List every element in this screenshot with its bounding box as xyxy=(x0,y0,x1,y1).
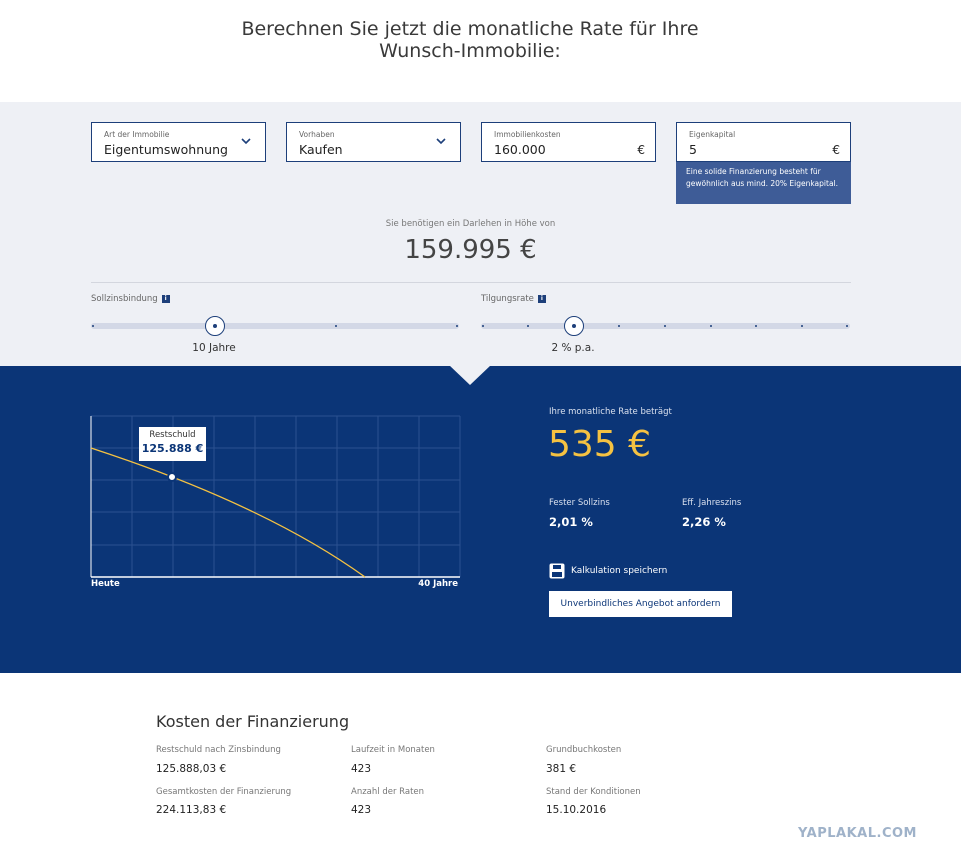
cost-value: 381 € xyxy=(546,763,577,775)
field-label: Immobilienkosten xyxy=(494,130,561,139)
cost-value: 125.888,03 € xyxy=(156,763,227,775)
field-label: Vorhaben xyxy=(299,130,335,139)
notch xyxy=(449,365,491,385)
slider-step xyxy=(527,325,529,327)
slider-step xyxy=(664,325,666,327)
cost-value: 224.113,83 € xyxy=(156,804,227,816)
dropdown[interactable]: Art der Immobilie Eigentumswohnung xyxy=(91,122,266,162)
cost-label: Anzahl der Raten xyxy=(351,787,425,797)
divider xyxy=(91,282,851,283)
offer-button[interactable]: Unverbindliches Angebot anfordern xyxy=(549,591,732,617)
cost-label: Gesamtkosten der Finanzierung xyxy=(156,787,292,797)
title-line: Berechnen Sie jetzt die monatliche Rate … xyxy=(241,18,699,40)
save-link[interactable]: Kalkulation speichern xyxy=(549,562,667,580)
cost-label: Grundbuchkosten xyxy=(546,745,622,755)
info-icon[interactable]: i xyxy=(537,295,546,303)
rate-item-label: Eff. Jahreszins xyxy=(682,498,742,508)
slider-step xyxy=(456,325,458,327)
info-icon[interactable]: i xyxy=(161,295,170,303)
cost-value: 423 xyxy=(351,804,372,816)
slider-label: Sollzinsbindung i xyxy=(91,294,170,304)
field-label: Eigenkapital xyxy=(689,130,736,139)
rate-item-value: 2,01 % xyxy=(549,515,593,529)
rate-item-label: Fester Sollzins xyxy=(549,498,610,508)
chevron xyxy=(436,138,446,145)
field-unit: € xyxy=(832,143,840,157)
field-value: 5 xyxy=(689,142,697,157)
loan-label: Sie benötigen ein Darlehen in Höhe von xyxy=(385,219,556,229)
field-value: Eigentumswohnung xyxy=(104,142,228,157)
title-line: Wunsch-Immobilie: xyxy=(379,40,561,62)
cost-value: 423 xyxy=(351,763,372,775)
field-value: 160.000 xyxy=(494,142,546,157)
slider-step xyxy=(846,325,848,327)
cost-label: Stand der Konditionen xyxy=(546,787,641,797)
header-title: Berechnen Sie jetzt die monatliche Rate … xyxy=(230,18,710,62)
slider-step xyxy=(710,325,712,327)
field-unit: € xyxy=(637,143,645,157)
result-section xyxy=(0,366,961,673)
slider-step xyxy=(92,325,94,327)
chevron xyxy=(241,138,251,145)
cost-label: Restschuld nach Zinsbindung xyxy=(156,745,281,755)
save-text: Kalkulation speichern xyxy=(571,566,668,576)
field-label: Art der Immobilie xyxy=(104,130,170,139)
cost-value: 15.10.2016 xyxy=(546,804,607,816)
input[interactable]: Immobilienkosten 160.000 € xyxy=(481,122,656,162)
chart-tooltip: Restschuld 125.888 € xyxy=(139,427,206,461)
tooltip-label: Restschuld xyxy=(149,430,196,440)
save-icon xyxy=(549,563,565,579)
slider-label: Tilgungsrate i xyxy=(481,294,546,304)
slider-track[interactable] xyxy=(91,323,459,329)
x-start-label: Heute xyxy=(91,579,120,589)
slider-step xyxy=(482,325,484,327)
rate-item-value: 2,26 % xyxy=(682,515,726,529)
tooltip-value: 125.888 € xyxy=(141,442,204,455)
input[interactable]: Eigenkapital 5 € xyxy=(676,122,851,162)
dropdown[interactable]: Vorhaben Kaufen xyxy=(286,122,461,162)
slider-value: 10 Jahre xyxy=(192,342,236,354)
field-value: Kaufen xyxy=(299,142,343,157)
x-end-label: 40 Jahre xyxy=(418,579,458,589)
loan-amount: 159.995 € xyxy=(404,235,537,265)
slider-thumb[interactable] xyxy=(205,316,225,336)
rate: 535 € xyxy=(548,424,652,465)
costs-title: Kosten der Finanzierung xyxy=(156,712,350,731)
slider-step xyxy=(801,325,803,327)
watermark: YAPLAKAL.COM xyxy=(798,826,917,841)
cost-label: Laufzeit in Monaten xyxy=(351,745,435,755)
slider-label-text: Sollzinsbindung xyxy=(91,294,158,304)
slider-thumb[interactable] xyxy=(564,316,584,336)
slider-step xyxy=(335,325,337,327)
slider-label-text: Tilgungsrate xyxy=(481,294,534,304)
slider-step xyxy=(618,325,620,327)
rate-label: Ihre monatliche Rate beträgt xyxy=(549,407,672,417)
hint: Eine solide Finanzierung besteht für gew… xyxy=(676,162,851,204)
slider-step xyxy=(755,325,757,327)
slider-value: 2 % p.a. xyxy=(551,342,595,354)
